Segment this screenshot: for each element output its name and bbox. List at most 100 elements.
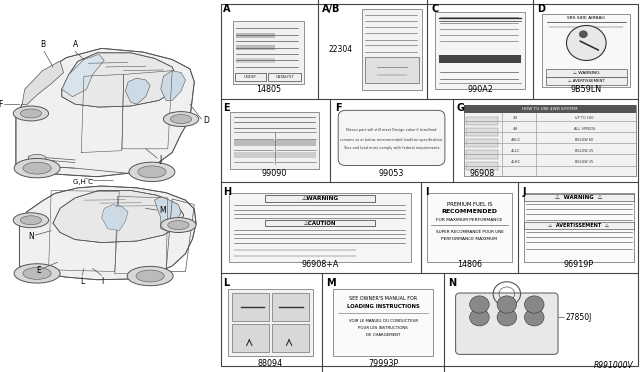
Text: L: L bbox=[223, 278, 229, 288]
Bar bbox=[236, 45, 275, 50]
Bar bbox=[236, 33, 275, 38]
Text: D: D bbox=[203, 116, 209, 125]
Text: A: A bbox=[72, 41, 77, 49]
Text: POUR LES INSTRUCTIONS: POUR LES INSTRUCTIONS bbox=[358, 326, 408, 330]
Bar bbox=[546, 77, 627, 85]
Text: SRS SIDE AIRBAG: SRS SIDE AIRBAG bbox=[568, 16, 605, 20]
Text: F: F bbox=[0, 100, 3, 109]
Bar bbox=[435, 12, 525, 89]
Text: E: E bbox=[223, 103, 230, 113]
Bar bbox=[524, 194, 634, 201]
Circle shape bbox=[524, 296, 544, 313]
Bar bbox=[439, 55, 521, 62]
Bar bbox=[266, 220, 374, 227]
Text: ⚠  AVERTISSEMENT  ⚠: ⚠ AVERTISSEMENT ⚠ bbox=[548, 222, 609, 228]
Bar bbox=[427, 193, 512, 263]
Bar bbox=[465, 139, 499, 147]
Circle shape bbox=[13, 213, 49, 228]
Circle shape bbox=[566, 25, 606, 61]
Text: 990A2: 990A2 bbox=[467, 85, 493, 94]
Bar bbox=[542, 14, 630, 87]
Text: N: N bbox=[28, 232, 33, 241]
Circle shape bbox=[136, 270, 164, 282]
Bar bbox=[229, 193, 411, 263]
Text: PREMIUM FUEL IS: PREMIUM FUEL IS bbox=[447, 202, 492, 208]
Bar bbox=[232, 324, 269, 352]
Text: UNDEF: UNDEF bbox=[244, 75, 257, 79]
Text: CATALYST: CATALYST bbox=[275, 75, 294, 79]
Bar bbox=[234, 152, 316, 157]
Text: M: M bbox=[159, 206, 166, 215]
Text: LOADING INSTRUCTIONS: LOADING INSTRUCTIONS bbox=[347, 304, 419, 309]
Circle shape bbox=[497, 309, 516, 326]
Text: 96908: 96908 bbox=[470, 169, 495, 178]
Bar bbox=[234, 140, 316, 146]
Circle shape bbox=[129, 162, 175, 182]
Text: BELOW 25: BELOW 25 bbox=[575, 149, 594, 153]
Bar bbox=[524, 193, 634, 263]
Text: B: B bbox=[40, 41, 45, 49]
Circle shape bbox=[28, 154, 46, 162]
Text: ⚠ WARNING: ⚠ WARNING bbox=[573, 71, 600, 74]
Polygon shape bbox=[53, 190, 184, 243]
Bar bbox=[465, 116, 499, 125]
Text: G: G bbox=[457, 103, 465, 113]
Text: 14805: 14805 bbox=[256, 85, 281, 94]
Text: F: F bbox=[335, 103, 341, 113]
Circle shape bbox=[127, 266, 173, 286]
Text: ⚠ AVERTISSEMENT: ⚠ AVERTISSEMENT bbox=[568, 79, 605, 83]
Bar bbox=[272, 292, 309, 321]
Circle shape bbox=[23, 162, 51, 174]
Text: N: N bbox=[449, 278, 456, 288]
Text: 4LLC: 4LLC bbox=[511, 149, 520, 153]
Bar bbox=[233, 21, 304, 84]
Text: L: L bbox=[80, 277, 84, 286]
Text: C: C bbox=[431, 4, 439, 15]
Text: ⚠  WARNING  ⚠: ⚠ WARNING ⚠ bbox=[556, 195, 603, 200]
Text: R991000V: R991000V bbox=[594, 361, 634, 370]
Text: remains at or below recommended load/tire specification.: remains at or below recommended load/tir… bbox=[340, 138, 443, 142]
Circle shape bbox=[168, 221, 189, 230]
Circle shape bbox=[138, 166, 166, 178]
Text: H: H bbox=[223, 187, 231, 197]
Polygon shape bbox=[22, 61, 63, 105]
Text: 99090: 99090 bbox=[262, 169, 287, 178]
Polygon shape bbox=[102, 205, 128, 231]
Bar bbox=[362, 9, 422, 90]
Text: 27850J: 27850J bbox=[566, 313, 592, 322]
Circle shape bbox=[579, 31, 588, 38]
Text: I: I bbox=[425, 187, 429, 197]
Text: 4HLC: 4HLC bbox=[511, 138, 521, 142]
Text: D: D bbox=[537, 4, 545, 15]
Text: PERFORMANCE MAXIMUM: PERFORMANCE MAXIMUM bbox=[442, 237, 497, 241]
Circle shape bbox=[524, 309, 544, 326]
Bar bbox=[232, 292, 269, 321]
Circle shape bbox=[14, 264, 60, 283]
Text: Nissan part will still meet Design value if tires/load: Nissan part will still meet Design value… bbox=[346, 128, 436, 132]
Circle shape bbox=[13, 106, 49, 121]
Text: 99053: 99053 bbox=[379, 169, 404, 178]
Bar bbox=[228, 289, 313, 356]
Text: RECOMMENDED: RECOMMENDED bbox=[442, 209, 497, 214]
Text: 4H: 4H bbox=[513, 127, 518, 131]
Text: DE CHARGEMENT: DE CHARGEMENT bbox=[366, 333, 400, 337]
Text: G,H C: G,H C bbox=[74, 179, 93, 185]
Circle shape bbox=[161, 218, 196, 232]
Circle shape bbox=[497, 296, 516, 313]
Text: BELOW 25: BELOW 25 bbox=[575, 160, 594, 164]
Bar bbox=[365, 57, 419, 83]
Circle shape bbox=[20, 109, 42, 118]
Polygon shape bbox=[125, 78, 150, 104]
Bar bbox=[465, 161, 499, 170]
Text: 22304: 22304 bbox=[329, 45, 353, 54]
Bar bbox=[465, 128, 499, 136]
Text: 9B59LN: 9B59LN bbox=[571, 85, 602, 94]
Polygon shape bbox=[16, 48, 195, 177]
Circle shape bbox=[470, 309, 489, 326]
Text: J: J bbox=[522, 187, 525, 197]
Text: I: I bbox=[101, 277, 104, 286]
Text: E: E bbox=[36, 266, 40, 275]
Text: FOR MAXIMUM PERFORMANCE: FOR MAXIMUM PERFORMANCE bbox=[436, 218, 502, 222]
Text: J: J bbox=[159, 155, 161, 164]
Bar bbox=[524, 222, 634, 228]
